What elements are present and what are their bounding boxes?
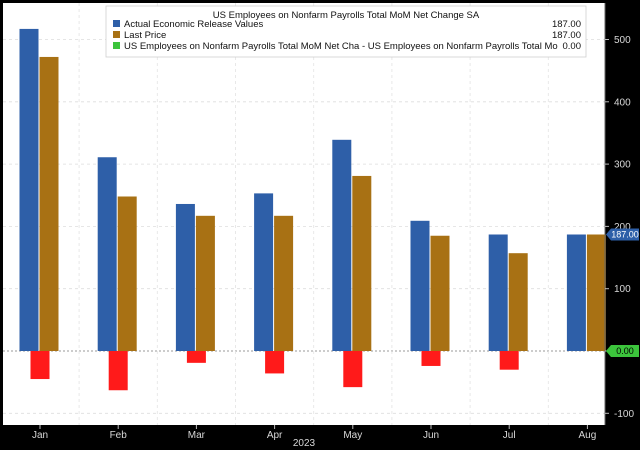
bar-s0-apr bbox=[254, 193, 274, 351]
bar-s2-apr bbox=[265, 351, 285, 374]
x-tick-label-jun: Jun bbox=[423, 430, 439, 441]
value-badge-label-0: 187.00 bbox=[611, 230, 639, 240]
bar-s0-mar bbox=[175, 203, 195, 351]
bar-s0-jan bbox=[19, 28, 39, 352]
x-tick-label-jul: Jul bbox=[503, 430, 516, 441]
x-tick-label-may: May bbox=[343, 430, 362, 441]
legend-value-1: 187.00 bbox=[552, 30, 581, 41]
x-tick-label-feb: Feb bbox=[110, 430, 128, 441]
legend-box bbox=[105, 5, 587, 58]
value-badges: 187.00 0.00 bbox=[606, 228, 639, 357]
x-tick-label-jan: Jan bbox=[32, 430, 48, 441]
legend-label-1: Last Price bbox=[124, 30, 166, 41]
bar-s0-aug bbox=[566, 234, 586, 351]
bar-s1-aug bbox=[586, 234, 606, 351]
bar-s2-may bbox=[343, 351, 363, 388]
bar-s1-jan bbox=[39, 56, 59, 351]
bar-s0-jun bbox=[410, 220, 430, 351]
value-badge-bg-0 bbox=[606, 228, 639, 241]
legend-swatch-1 bbox=[113, 31, 120, 38]
x-tick-label-aug: Aug bbox=[579, 430, 597, 441]
legend-value-2: 0.00 bbox=[563, 41, 582, 52]
legend-label-0: Actual Economic Release Values bbox=[124, 19, 263, 30]
bar-s2-jul bbox=[499, 351, 519, 370]
x-axis-title: 2023 bbox=[293, 438, 316, 449]
legend-swatch-2 bbox=[113, 42, 120, 49]
bar-s2-mar bbox=[186, 351, 206, 363]
legend-label-2: US Employees on Nonfarm Payrolls Total M… bbox=[124, 41, 558, 52]
bar-s1-mar bbox=[195, 215, 215, 351]
bar-s1-feb bbox=[117, 196, 137, 351]
bar-s2-jan bbox=[30, 351, 50, 380]
y-axis: -100 100 200 300 400 500 bbox=[604, 3, 634, 425]
bar-s1-may bbox=[352, 175, 372, 351]
value-badge-label-1: 0.00 bbox=[616, 346, 634, 356]
bars bbox=[19, 28, 606, 391]
bar-s1-jul bbox=[508, 253, 528, 351]
legend-swatch-0 bbox=[113, 20, 120, 27]
x-axis: Jan Feb Mar Apr May Jun Jul Aug bbox=[32, 425, 596, 441]
bar-s1-apr bbox=[274, 215, 294, 351]
y-tick-label-2: 100 bbox=[614, 284, 631, 295]
bar-s0-jul bbox=[488, 234, 508, 351]
y-tick-label-4: 300 bbox=[614, 160, 631, 171]
bar-s1-jun bbox=[430, 235, 450, 351]
y-tick-label-3: 200 bbox=[614, 222, 631, 233]
bar-s2-jun bbox=[421, 351, 441, 366]
bar-s0-feb bbox=[97, 157, 117, 351]
value-badge-bg-1 bbox=[606, 345, 639, 357]
bar-s2-feb bbox=[108, 351, 128, 391]
y-tick-label-5: 400 bbox=[614, 97, 631, 108]
bar-s0-may bbox=[332, 139, 352, 351]
y-tick-label-0: -100 bbox=[614, 409, 634, 420]
x-tick-label-apr: Apr bbox=[267, 430, 283, 441]
y-tick-label-6: 500 bbox=[614, 35, 631, 46]
chart-title: US Employees on Nonfarm Payrolls Total M… bbox=[213, 10, 480, 21]
legend-value-0: 187.00 bbox=[552, 19, 581, 30]
legend: US Employees on Nonfarm Payrolls Total M… bbox=[105, 5, 587, 58]
x-tick-label-mar: Mar bbox=[188, 430, 206, 441]
